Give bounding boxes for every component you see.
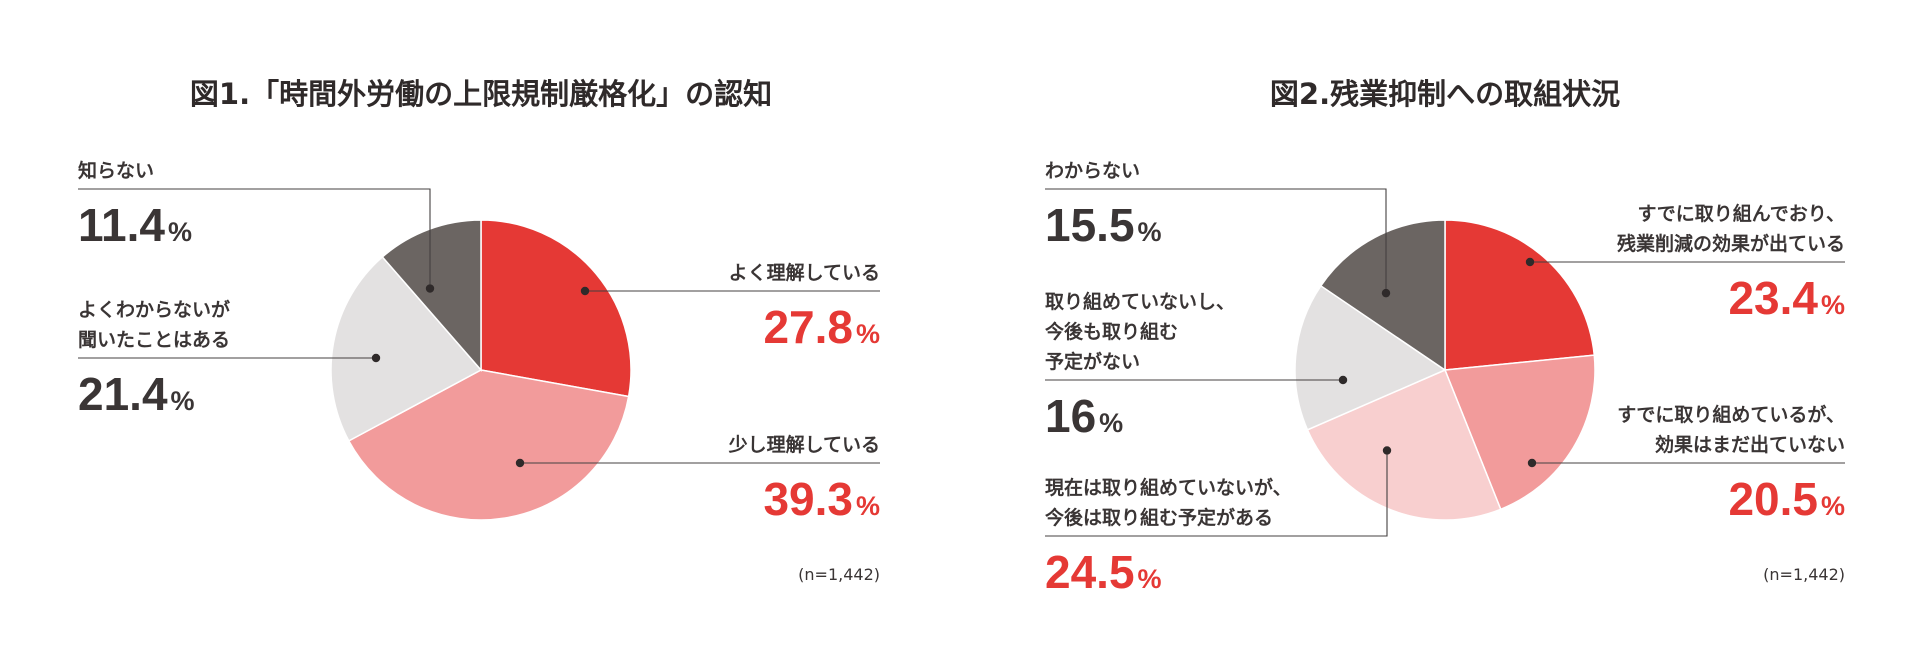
chart-2-slice-value-2: 20.5% bbox=[1728, 473, 1845, 525]
chart-1-slice-4 bbox=[381, 219, 482, 373]
chart-1-slice-value-1: 27.8% bbox=[763, 301, 880, 353]
chart-2-leader-dot-2 bbox=[1527, 458, 1537, 468]
chart-2-leader-line-5 bbox=[1045, 188, 1387, 294]
chart-1-leader-dot-1 bbox=[580, 286, 590, 296]
chart-1-annotations: よく理解している 27.8 % 少し理解している 39.3 % よくわからないが聞いたことは… bbox=[78, 159, 880, 525]
chart-1-slices bbox=[330, 219, 632, 521]
chart-2-slice-label-4: 取り組めていないし、今後も取り組む予定がない bbox=[1044, 290, 1235, 373]
chart-1-slice-label-1: よく理解している bbox=[729, 261, 880, 284]
chart-1-slice-3 bbox=[330, 255, 483, 442]
chart-2-slice-value-1: 23.4% bbox=[1728, 272, 1845, 324]
chart-2-slices bbox=[1294, 219, 1596, 521]
chart-1-sample-note: (n=1,442) bbox=[798, 565, 880, 584]
chart-1-slice-2 bbox=[347, 369, 630, 521]
chart-1-leader-line-4 bbox=[78, 188, 431, 289]
chart-2-leader-dot-4 bbox=[1338, 375, 1348, 385]
chart-2-slice-1 bbox=[1444, 219, 1596, 371]
chart-2-leader-dot-1 bbox=[1525, 257, 1535, 267]
chart-1-slice-label-3: よくわからないが聞いたことはある bbox=[78, 298, 230, 351]
chart-1-slice-1 bbox=[480, 219, 632, 398]
chart-1-leader-dot-4 bbox=[425, 284, 435, 293]
chart-2-slice-4 bbox=[1294, 284, 1447, 431]
chart-1-slice-value-3: 21.4% bbox=[78, 368, 195, 420]
chart-2-slice-label-1: すでに取り組んでおり、残業削減の効果が出ている bbox=[1617, 202, 1845, 255]
chart-1-leader-dot-3 bbox=[371, 353, 381, 363]
chart-2-slice-value-3: 24.5% bbox=[1045, 546, 1162, 598]
chart-2: 図2.残業抑制への取組状況 すでに取り組んでおり、残業削減の効果が出ている 23.… bbox=[1044, 77, 1845, 598]
chart-1-slice-label-2: 少し理解している bbox=[728, 433, 880, 456]
chart-2-slice-label-2: すでに取り組めているが、効果はまだ出ていない bbox=[1617, 403, 1845, 456]
chart-2-slice-value-5: 15.5% bbox=[1045, 199, 1162, 251]
chart-2-slice-value-4: 16% bbox=[1045, 390, 1123, 442]
chart-1-title: 図1.「時間外労働の上限規制厳格化」の認知 bbox=[190, 77, 772, 111]
chart-2-annotations: すでに取り組んでおり、残業削減の効果が出ている 23.4 % すでに取り組めているが、… bbox=[1044, 160, 1845, 598]
chart-2-slice-label-3: 現在は取り組めていないが、今後は取り組む予定がある bbox=[1044, 476, 1292, 529]
chart-2-slice-2 bbox=[1443, 354, 1596, 511]
chart-1: 図1.「時間外労働の上限規制厳格化」の認知 よく理解している 27.8 % 少し理解し… bbox=[78, 77, 880, 584]
chart-2-title: 図2.残業抑制への取組状況 bbox=[1270, 77, 1620, 111]
chart-2-leader-line-3 bbox=[1045, 450, 1388, 537]
chart-1-slice-label-4: 知らない bbox=[78, 159, 154, 182]
chart-1-slice-value-4: 11.4% bbox=[78, 199, 192, 251]
chart-1-slice-value-2: 39.3% bbox=[763, 473, 880, 525]
chart-2-leader-dot-5 bbox=[1381, 288, 1391, 298]
chart-2-slice-3 bbox=[1306, 369, 1502, 521]
chart-2-slice-label-5: わからない bbox=[1045, 160, 1140, 182]
chart-1-leader-dot-2 bbox=[515, 458, 525, 468]
chart-2-leader-dot-3 bbox=[1382, 446, 1392, 455]
chart-2-sample-note: (n=1,442) bbox=[1763, 565, 1845, 584]
